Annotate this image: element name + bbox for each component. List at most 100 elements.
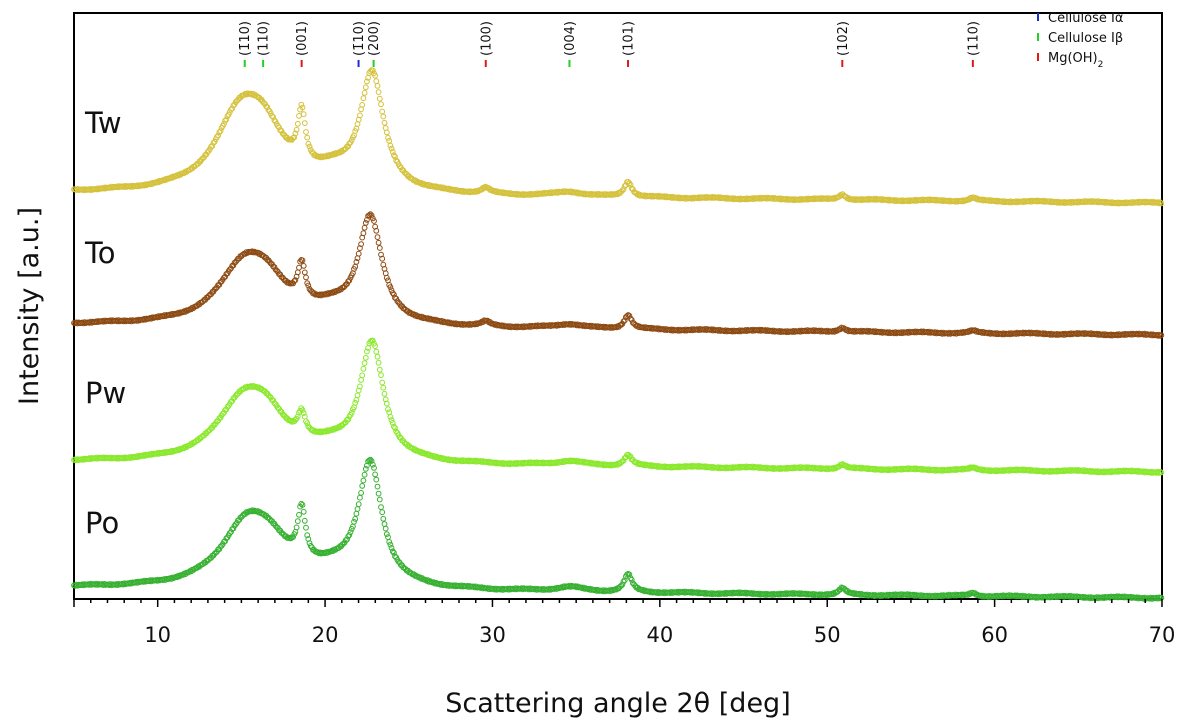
data-point [351, 518, 357, 525]
data-point [357, 494, 363, 501]
data-point [392, 425, 398, 432]
data-point [294, 120, 301, 127]
data-point [292, 130, 299, 137]
series-to [71, 211, 1165, 339]
peak-label: (200) [367, 21, 382, 56]
data-point [355, 250, 362, 257]
data-point [391, 549, 397, 556]
data-point [223, 116, 230, 123]
data-point [362, 220, 369, 226]
data-point [381, 390, 388, 397]
data-point [1156, 200, 1162, 207]
data-point [361, 90, 368, 96]
data-point [294, 413, 301, 420]
data-point [1156, 470, 1162, 476]
x-tick-label: 20 [312, 623, 339, 647]
data-point [360, 95, 367, 102]
data-point [270, 114, 277, 120]
data-point [357, 383, 363, 390]
x-tick-label: 50 [814, 623, 841, 647]
series-pw [71, 337, 1165, 476]
peak-label: (004) [563, 21, 578, 56]
data-point [299, 257, 306, 264]
data-point [362, 354, 369, 361]
data-point [621, 183, 628, 190]
data-point [619, 581, 626, 588]
data-point [375, 89, 382, 95]
data-point [303, 524, 309, 531]
data-point [1157, 199, 1164, 206]
data-point [348, 409, 355, 416]
data-point [357, 112, 363, 119]
data-point [392, 153, 398, 160]
data-point [379, 255, 386, 262]
data-point [347, 529, 354, 535]
data-point [269, 113, 275, 119]
data-point [387, 541, 394, 548]
series-label: Tw [84, 106, 122, 140]
data-point [373, 476, 380, 483]
data-point [379, 379, 386, 386]
data-point [294, 518, 301, 524]
data-point [264, 104, 271, 110]
data-point [275, 123, 281, 129]
data-point [301, 517, 308, 524]
data-point [301, 269, 308, 276]
data-point [298, 101, 305, 108]
data-point [376, 245, 383, 251]
data-point [381, 521, 388, 527]
data-point [382, 525, 389, 532]
data-point [621, 577, 628, 584]
data-point [620, 186, 627, 193]
data-point [291, 278, 298, 285]
data-point [344, 536, 350, 543]
data-point [353, 259, 360, 265]
data-point [305, 140, 312, 147]
data-point [359, 372, 366, 379]
data-point [360, 365, 367, 372]
data-point [299, 502, 306, 508]
data-point [374, 353, 381, 360]
data-point [391, 423, 397, 430]
data-point [352, 516, 359, 522]
y-axis-title: Intensity [a.u.] [14, 207, 45, 405]
legend-entry: Mg(OH)2 [1048, 51, 1103, 70]
data-point [375, 239, 382, 246]
data-point [305, 282, 312, 289]
data-point [620, 578, 627, 585]
series-tw [71, 67, 1165, 207]
data-point [369, 337, 376, 344]
data-point [380, 515, 387, 522]
data-point [369, 461, 376, 468]
data-point [359, 483, 366, 489]
data-point [389, 148, 396, 155]
data-point [303, 129, 309, 135]
data-point [378, 504, 384, 511]
peak-label: (102) [836, 21, 851, 56]
data-point [362, 466, 369, 472]
data-point [221, 120, 227, 127]
data-point [621, 317, 628, 324]
peak-label: (100) [479, 21, 494, 56]
data-point [385, 406, 391, 413]
data-point [626, 571, 633, 578]
data-point [348, 137, 355, 144]
data-point [362, 84, 369, 91]
data-point [371, 218, 377, 224]
peak-label: (1̄10) [352, 21, 367, 56]
data-point [628, 576, 635, 583]
peak-label: (1̄10) [238, 21, 253, 56]
data-point [386, 539, 393, 545]
data-point [355, 501, 362, 508]
data-point [352, 399, 359, 406]
data-point [357, 245, 363, 252]
peak-label: (110) [257, 21, 272, 56]
data-point [381, 119, 388, 126]
data-point [372, 343, 379, 350]
data-point [306, 143, 313, 150]
data-point [372, 471, 379, 478]
data-point [374, 483, 381, 490]
data-point [222, 117, 229, 124]
series-label: Pw [85, 376, 126, 410]
